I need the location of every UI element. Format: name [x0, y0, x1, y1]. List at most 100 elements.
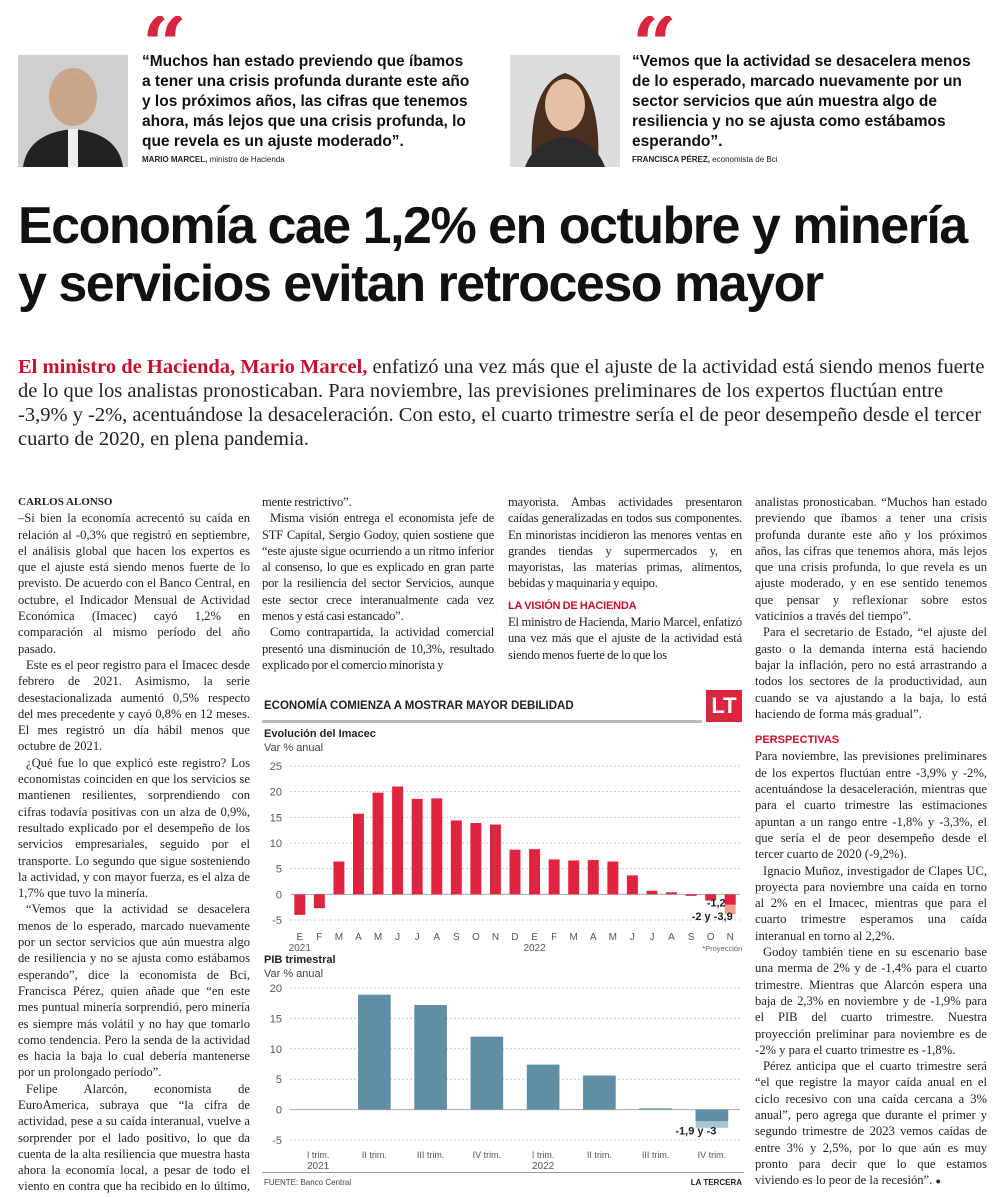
y-tick-label: 5: [276, 1074, 282, 1086]
paragraph: –Si bien la economía acrecentó su caída …: [18, 511, 250, 656]
x-tick-label: A: [355, 932, 362, 943]
x-tick-label: A: [433, 932, 440, 943]
infographic: ECONOMÍA COMIENZA A MOSTRAR MAYOR DEBILI…: [262, 690, 744, 1194]
x-tick-label: J: [415, 932, 420, 943]
x-tick-label: E: [296, 932, 303, 943]
francisca-perez-photo: [510, 55, 620, 167]
subheading-vision-hacienda: LA VISIÓN DE HACIENDA: [508, 599, 637, 612]
infographic-title: ECONOMÍA COMIENZA A MOSTRAR MAYOR DEBILI…: [264, 700, 574, 712]
bar: [509, 849, 521, 895]
x-tick-label: M: [570, 932, 578, 943]
x-tick-label: I trim.: [307, 1150, 330, 1160]
y-tick-label: -5: [272, 1135, 282, 1147]
y-tick-label: 0: [276, 889, 282, 901]
end-mark-icon: ●: [935, 1176, 941, 1187]
bar: [607, 861, 619, 895]
x-tick-label: S: [453, 932, 460, 943]
paragraph: El ministro de Hacienda, Mario Marcel, e…: [508, 615, 742, 662]
headline: Economía cae 1,2% en octubre y minería y…: [18, 197, 968, 313]
x-tick-label: E: [531, 932, 538, 943]
x-tick-label: I trim.: [532, 1150, 555, 1160]
x-tick-label: M: [609, 932, 617, 943]
paragraph: analistas pronosticaban. “Muchos han est…: [755, 495, 987, 624]
x-tick-label: O: [707, 932, 715, 943]
paragraph: Pérez anticipa que el cuarto trimestre s…: [755, 1058, 987, 1189]
x-tick-label: A: [668, 932, 675, 943]
bar: [526, 1064, 560, 1110]
year-label: 2022: [523, 943, 546, 954]
bar: [470, 1036, 504, 1110]
bar: [353, 813, 364, 895]
quote-mark-icon: “: [632, 16, 677, 60]
la-tercera-logo: LT: [706, 690, 742, 722]
lede-text: enfatizó una vez más que el ajuste de la…: [18, 356, 985, 450]
charts-svg: 25 20 15 10 5 0 -5 E F M A M J J A S O N D E F M A M J J A S O N 2021 2…: [270, 761, 742, 1172]
y-tick-label: 15: [270, 1013, 282, 1025]
bar: [639, 1108, 672, 1110]
x-tick-label: A: [590, 932, 597, 943]
bar: [587, 859, 599, 895]
quote-name: FRANCISCA PÉREZ,: [632, 155, 710, 164]
x-tick-label: III trim.: [642, 1150, 670, 1160]
data-label: -2 y -3,9: [692, 911, 733, 923]
x-tick-label: J: [649, 932, 654, 943]
bar: [666, 892, 677, 895]
quote-perez: “Vemos que la actividad se desacelera me…: [632, 53, 971, 150]
year-label: 2022: [532, 1161, 555, 1172]
bar: [724, 894, 736, 905]
bar: [489, 824, 501, 895]
bar: [548, 859, 560, 895]
bar: [411, 798, 423, 895]
chart-ylabel: Var % anual: [264, 968, 324, 980]
paragraph: Para el secretario de Estado, “el ajuste…: [755, 625, 987, 721]
brand-label: LA TERCERA: [690, 1178, 742, 1187]
x-tick-label: IV trim.: [473, 1150, 502, 1160]
year-label: 2021: [307, 1161, 330, 1172]
x-tick-label: F: [316, 932, 322, 943]
bar: [583, 1075, 616, 1110]
y-tick-label: 20: [270, 787, 282, 799]
x-tick-label: J: [395, 932, 400, 943]
y-tick-label: -5: [272, 915, 282, 927]
x-tick-label: II trim.: [362, 1150, 387, 1160]
bar: [626, 875, 638, 895]
bar: [685, 894, 697, 896]
paragraph: Felipe Alarcón, economista de EuroAmeric…: [18, 1081, 250, 1197]
paragraph: mente restrictivo”.: [262, 495, 352, 509]
y-tick-label: 5: [276, 864, 282, 876]
title-rule: [262, 720, 702, 723]
bar: [470, 822, 482, 895]
bar: [646, 890, 658, 895]
x-tick-label: M: [335, 932, 343, 943]
x-tick-label: IV trim.: [698, 1150, 727, 1160]
bar: [450, 820, 462, 895]
chart-ylabel: Var % anual: [264, 742, 324, 754]
x-tick-label: II trim.: [587, 1150, 612, 1160]
article-column-3: mayorista. Ambas actividades presentaron…: [508, 494, 742, 663]
paragraph: mayorista. Ambas actividades presentaron…: [508, 495, 742, 591]
bar: [705, 894, 717, 901]
paragraph: Godoy también tiene en su escenario base…: [755, 945, 987, 1057]
paragraph: “Vemos que la actividad se desacelera me…: [18, 902, 250, 1080]
y-tick-label: 15: [270, 812, 282, 824]
quote-attribution: MARIO MARCEL, ministro de Hacienda: [142, 155, 285, 164]
y-tick-label: 10: [270, 838, 282, 850]
x-tick-label: N: [727, 932, 734, 943]
chart-title: Evolución del Imacec: [264, 728, 376, 740]
y-tick-label: 25: [270, 761, 282, 773]
x-tick-label: J: [630, 932, 635, 943]
source-note: FUENTE: Banco Central: [264, 1178, 352, 1187]
bar: [568, 860, 580, 895]
bar: [695, 1109, 729, 1122]
x-tick-label: F: [551, 932, 557, 943]
projection-note: *Proyección: [702, 944, 742, 953]
year-label: 2021: [289, 943, 312, 954]
bar: [529, 849, 541, 895]
y-tick-label: 10: [270, 1044, 282, 1056]
byline: CARLOS ALONSO: [18, 496, 113, 508]
bar: [431, 798, 443, 895]
bar: [333, 861, 345, 895]
x-tick-label: S: [688, 932, 695, 943]
bar: [372, 792, 384, 895]
